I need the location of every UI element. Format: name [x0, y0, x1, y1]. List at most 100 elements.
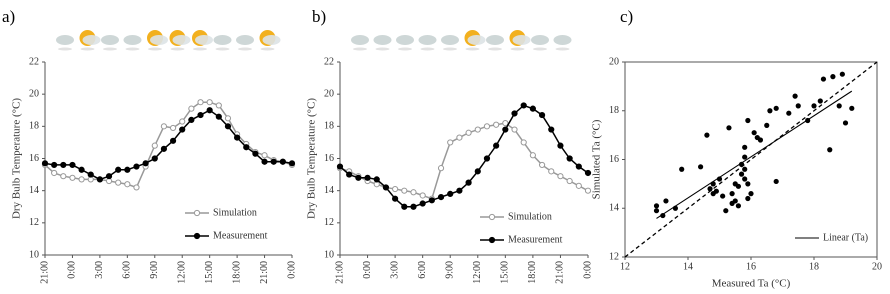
point [188, 105, 195, 112]
weather-icon [351, 35, 369, 51]
point [87, 171, 94, 178]
point [428, 197, 435, 204]
point [839, 71, 845, 77]
point [133, 163, 140, 170]
point [224, 115, 232, 122]
point [502, 126, 509, 133]
point [419, 192, 426, 199]
point [584, 187, 592, 194]
point [447, 139, 454, 146]
x-tick-label: 6:00 [122, 261, 133, 279]
x-tick-label: 3:00 [94, 261, 105, 279]
point [197, 111, 204, 119]
point [215, 113, 222, 120]
cloud [150, 35, 168, 45]
point [529, 152, 536, 159]
point [764, 122, 770, 128]
point [792, 93, 798, 99]
y-tick-label: 14 [324, 185, 334, 196]
cloud [101, 35, 119, 45]
y-axis-title: Simulated Ta (°C) [591, 119, 603, 199]
x-tick-label: 21:00 [259, 261, 270, 284]
point [663, 198, 669, 204]
point [364, 174, 371, 181]
point [827, 147, 833, 153]
shadow [58, 47, 72, 51]
y-tick-label: 20 [609, 56, 619, 67]
point [520, 102, 527, 109]
x-tick-label: 20 [872, 261, 882, 272]
shadow [510, 47, 525, 51]
point [742, 144, 748, 150]
point [483, 155, 491, 162]
x-tick-label: 16 [746, 261, 756, 272]
shadow [103, 47, 117, 51]
shadow [193, 47, 207, 51]
cloud [56, 35, 74, 45]
point [179, 118, 186, 125]
point [493, 121, 500, 128]
weather-icon [553, 35, 572, 51]
y-tick-label: 16 [609, 154, 619, 165]
point [474, 168, 481, 175]
point [738, 161, 745, 167]
y-tick-label: 20 [29, 88, 39, 99]
cloud [236, 35, 254, 45]
point [520, 139, 527, 146]
point [160, 123, 168, 130]
legend-marker [193, 232, 201, 240]
cloud [262, 35, 281, 45]
legend-label: Measurement [508, 234, 563, 245]
y-tick-label: 14 [29, 185, 39, 196]
series-line [339, 122, 589, 200]
point [575, 182, 582, 189]
point [69, 161, 76, 169]
series-line [339, 104, 589, 208]
point [842, 120, 849, 126]
point [465, 179, 472, 186]
cloud [195, 35, 213, 45]
x-tick-label: 18:00 [231, 261, 242, 284]
x-tick-label: 12:00 [177, 261, 188, 284]
shadow [215, 47, 230, 51]
point [392, 185, 399, 193]
point [401, 187, 408, 194]
point [493, 142, 500, 149]
point [456, 187, 463, 194]
point [133, 184, 140, 191]
point [60, 161, 67, 169]
point [849, 105, 855, 111]
weather-icon [213, 35, 232, 51]
shadow [420, 47, 435, 51]
shadow [125, 47, 140, 51]
point [115, 179, 122, 186]
point [78, 166, 85, 173]
point [115, 166, 122, 173]
point [215, 102, 222, 109]
cloud [172, 35, 191, 45]
point [732, 198, 738, 204]
legend-label: Linear (Ta) [823, 232, 868, 243]
weather-icon [101, 35, 119, 51]
y-tick-label: 12 [29, 217, 39, 228]
x-tick-label: 15:00 [500, 261, 511, 284]
point [410, 189, 417, 196]
point [698, 164, 704, 170]
weather-icon [441, 35, 459, 51]
y-tick-label: 18 [609, 105, 619, 116]
point [474, 126, 481, 133]
point [660, 212, 666, 219]
cloud [351, 35, 369, 45]
weather-icon [123, 35, 142, 51]
weather-icon [486, 35, 504, 51]
point [726, 125, 732, 131]
shadow [260, 47, 275, 51]
point [735, 183, 742, 189]
x-tick-label: 0:00 [67, 261, 78, 279]
point [529, 105, 536, 112]
cloud [396, 35, 414, 45]
point [60, 173, 67, 180]
point [742, 154, 748, 160]
y-axis-title: Dry Bulb Temperature (°C) [11, 98, 23, 219]
y-tick-label: 18 [324, 121, 334, 132]
